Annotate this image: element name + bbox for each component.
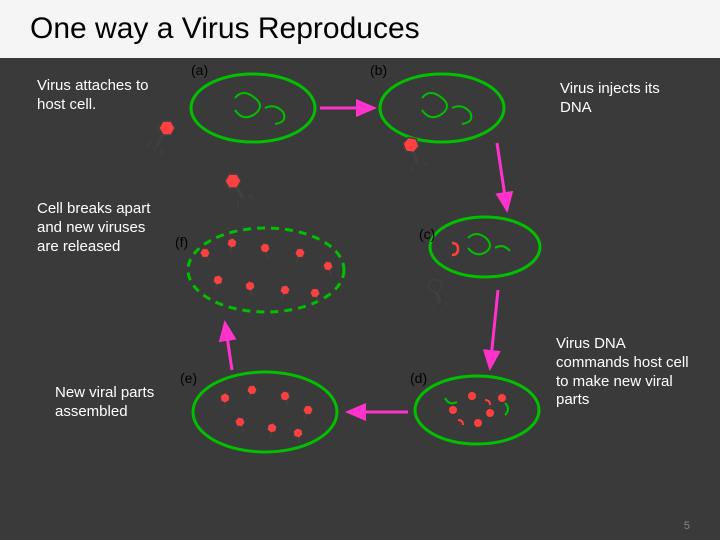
stage-letter-a: (a) <box>191 62 208 78</box>
stage-letter-d: (d) <box>410 370 427 386</box>
stage-letter-b: (b) <box>370 62 387 78</box>
stage-letter-c: (c) <box>419 226 435 242</box>
virus-cycle-diagram <box>0 58 720 540</box>
stage-b <box>380 74 504 173</box>
stage-f <box>188 170 344 312</box>
stage-a <box>146 74 315 156</box>
slide-number: 5 <box>684 520 690 532</box>
slide-header: One way a Virus Reproduces <box>0 0 720 58</box>
label-release: Cell breaks apart and new viruses are re… <box>37 200 150 256</box>
stage-e <box>193 372 337 452</box>
label-assemble: New viral parts assembled <box>55 384 154 422</box>
stage-d <box>415 376 539 444</box>
stage-letter-f: (f) <box>175 234 188 250</box>
stage-c <box>425 217 540 310</box>
stage-letter-e: (e) <box>180 370 197 386</box>
label-attach: Virus attaches to host cell. <box>37 77 148 115</box>
label-command: Virus DNA commands host cell to make new… <box>556 335 689 410</box>
cycle-arrows <box>225 108 507 412</box>
slide-title: One way a Virus Reproduces <box>30 12 420 46</box>
label-inject: Virus injects its DNA <box>560 80 660 118</box>
